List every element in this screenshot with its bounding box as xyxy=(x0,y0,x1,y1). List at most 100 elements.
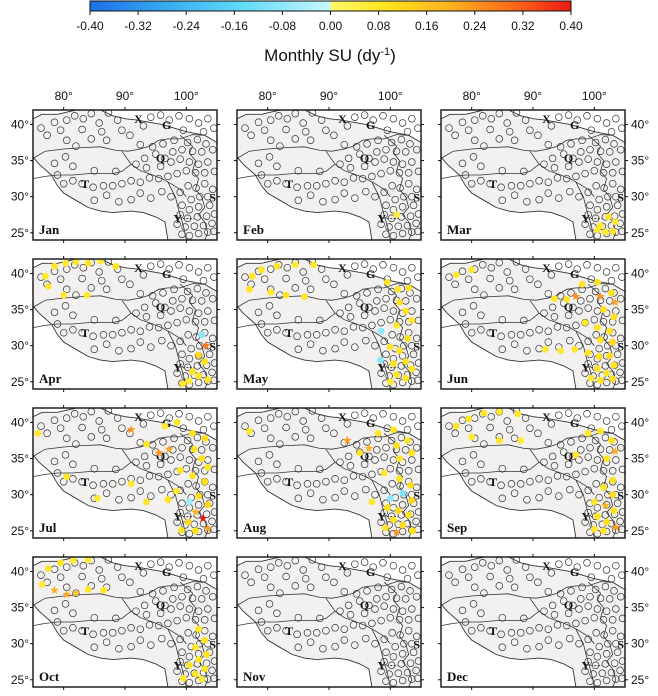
colorbar-tick-label: 0.00 xyxy=(319,19,343,33)
station-marker xyxy=(260,424,269,432)
su-trend-dot xyxy=(301,293,308,300)
longitude-label: 80° xyxy=(463,694,481,696)
station-marker xyxy=(56,275,65,283)
longitude-label: 90° xyxy=(116,694,134,696)
station-marker xyxy=(43,429,51,438)
su-trend-dot xyxy=(201,478,209,486)
su-trend-dot xyxy=(41,272,49,280)
station-marker xyxy=(336,458,344,466)
station-marker xyxy=(593,652,602,661)
station-marker xyxy=(403,127,412,136)
station-marker xyxy=(210,525,217,534)
station-marker xyxy=(398,607,407,615)
station-marker xyxy=(61,302,70,310)
station-marker xyxy=(344,601,353,610)
station-marker xyxy=(408,114,416,123)
station-marker xyxy=(601,433,610,442)
station-marker xyxy=(89,630,97,639)
station-marker xyxy=(406,140,414,148)
station-marker xyxy=(586,677,594,685)
station-marker xyxy=(112,614,120,623)
station-marker xyxy=(69,162,77,171)
station-marker xyxy=(414,674,421,683)
station-marker xyxy=(293,630,301,639)
station-marker xyxy=(156,460,165,469)
su-trend-star xyxy=(71,588,81,597)
station-marker xyxy=(266,265,275,273)
station-marker xyxy=(151,299,160,307)
plateau-outline xyxy=(33,408,217,538)
station-marker xyxy=(395,169,404,177)
station-marker xyxy=(358,472,367,481)
station-marker xyxy=(365,303,373,312)
station-marker xyxy=(175,261,183,269)
su-trend-dot xyxy=(198,675,206,683)
region-label: G xyxy=(162,118,171,132)
station-marker xyxy=(360,558,369,566)
region-label: Y xyxy=(581,510,590,524)
station-marker xyxy=(464,424,473,432)
station-marker xyxy=(273,475,281,483)
su-trend-dot xyxy=(594,365,601,373)
region-label: S xyxy=(413,340,420,354)
station-marker xyxy=(445,124,453,132)
station-marker xyxy=(534,429,542,438)
station-marker xyxy=(397,362,406,370)
su-trend-dot xyxy=(584,429,592,437)
su-trend-star xyxy=(571,292,581,301)
station-marker xyxy=(397,582,406,591)
region-boundary xyxy=(441,432,613,457)
station-marker xyxy=(388,480,396,488)
su-trend-dot xyxy=(399,521,406,529)
latitude-label: 30° xyxy=(11,637,29,651)
map-panel-jun: X G Q T S Y Jun xyxy=(438,256,628,392)
station-marker xyxy=(301,127,310,136)
station-marker xyxy=(394,222,403,231)
station-marker xyxy=(200,179,209,188)
station-marker xyxy=(379,112,387,120)
station-marker xyxy=(412,334,421,343)
su-trend-dot xyxy=(186,498,193,506)
su-trend-star xyxy=(596,292,605,301)
station-marker xyxy=(194,203,203,211)
su-trend-dot xyxy=(405,511,413,519)
station-marker xyxy=(316,316,324,325)
station-marker xyxy=(396,184,404,192)
map-panel-jan: X G Q T S Y Jan xyxy=(30,107,220,243)
latitude-label: 40° xyxy=(11,266,29,280)
station-marker xyxy=(37,422,45,430)
station-marker xyxy=(322,179,330,188)
station-marker xyxy=(593,158,602,166)
station-marker xyxy=(388,182,396,190)
latitude-label: 25° xyxy=(11,226,29,240)
station-marker xyxy=(412,443,421,452)
station-marker xyxy=(389,263,398,272)
colorbar-tick-label: 0.16 xyxy=(415,19,439,33)
station-marker xyxy=(512,557,521,564)
region-label: S xyxy=(413,638,420,652)
station-marker xyxy=(194,268,203,276)
station-marker xyxy=(535,493,543,502)
station-marker xyxy=(377,518,385,526)
region-label: G xyxy=(570,416,579,430)
station-marker xyxy=(202,587,210,595)
station-marker xyxy=(173,369,181,377)
station-marker xyxy=(104,408,113,415)
station-marker xyxy=(408,675,416,683)
station-marker xyxy=(316,614,324,623)
station-marker xyxy=(458,606,467,615)
region-label: X xyxy=(338,261,347,275)
station-marker xyxy=(586,443,594,452)
station-marker xyxy=(197,446,206,454)
su-trend-dot xyxy=(380,469,388,477)
station-marker xyxy=(414,508,421,516)
su-trend-star xyxy=(610,446,620,456)
station-marker xyxy=(62,116,71,124)
station-marker xyxy=(194,229,203,238)
station-marker xyxy=(294,345,303,354)
station-marker xyxy=(170,285,178,294)
station-marker xyxy=(458,457,467,466)
station-marker xyxy=(53,320,62,328)
plateau-outline xyxy=(237,408,421,538)
station-marker xyxy=(577,595,585,603)
